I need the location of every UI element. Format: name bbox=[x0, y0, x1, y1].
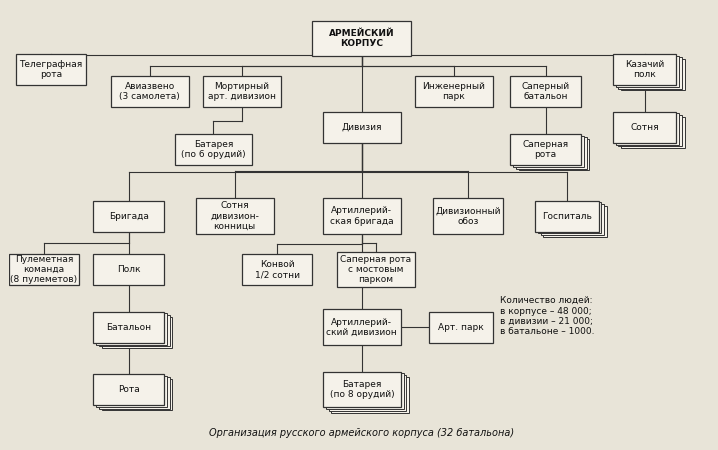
FancyBboxPatch shape bbox=[96, 314, 167, 345]
Text: Госпиталь: Госпиталь bbox=[542, 212, 592, 220]
Text: Полк: Полк bbox=[117, 265, 141, 274]
Text: Сотня: Сотня bbox=[630, 123, 659, 132]
Text: Организация русского армейского корпуса (32 батальона): Организация русского армейского корпуса … bbox=[210, 428, 514, 438]
FancyBboxPatch shape bbox=[203, 76, 281, 107]
FancyBboxPatch shape bbox=[93, 201, 164, 232]
FancyBboxPatch shape bbox=[312, 21, 411, 56]
Text: Артиллерий-
ский дивизион: Артиллерий- ский дивизион bbox=[327, 318, 397, 337]
FancyBboxPatch shape bbox=[429, 312, 493, 343]
Text: Сотня
дивизион-
конницы: Сотня дивизион- конницы bbox=[210, 201, 259, 231]
FancyBboxPatch shape bbox=[516, 137, 587, 169]
FancyBboxPatch shape bbox=[242, 254, 312, 285]
Text: Пулеметная
команда
(8 пулеметов): Пулеметная команда (8 пулеметов) bbox=[10, 255, 78, 284]
FancyBboxPatch shape bbox=[96, 376, 167, 407]
FancyBboxPatch shape bbox=[196, 198, 274, 234]
FancyBboxPatch shape bbox=[415, 76, 493, 107]
FancyBboxPatch shape bbox=[323, 112, 401, 143]
Text: Саперная
рота: Саперная рота bbox=[523, 140, 569, 159]
Text: Саперный
батальон: Саперный батальон bbox=[521, 82, 569, 101]
FancyBboxPatch shape bbox=[326, 374, 404, 409]
Text: Батарея
(по 8 орудий): Батарея (по 8 орудий) bbox=[330, 380, 394, 399]
FancyBboxPatch shape bbox=[535, 201, 599, 232]
FancyBboxPatch shape bbox=[510, 76, 581, 107]
Text: Саперная рота
с мостовым
парком: Саперная рота с мостовым парком bbox=[340, 255, 411, 284]
FancyBboxPatch shape bbox=[102, 379, 172, 410]
FancyBboxPatch shape bbox=[329, 375, 406, 411]
FancyBboxPatch shape bbox=[16, 54, 86, 85]
Text: Телеграфная
рота: Телеграфная рота bbox=[19, 60, 83, 79]
Text: Количество людей:
в корпусе – 48 000;
в дивизии – 21 000;
в батальоне – 1000.: Количество людей: в корпусе – 48 000; в … bbox=[500, 296, 595, 336]
Text: Арт. парк: Арт. парк bbox=[438, 323, 484, 332]
Text: Мортирный
арт. дивизион: Мортирный арт. дивизион bbox=[208, 82, 276, 101]
FancyBboxPatch shape bbox=[337, 252, 415, 287]
Text: Батальон: Батальон bbox=[106, 323, 151, 332]
Text: АРМЕЙСКИЙ
КОРПУС: АРМЕЙСКИЙ КОРПУС bbox=[329, 29, 395, 48]
Text: Артиллерий-
ская бригада: Артиллерий- ская бригада bbox=[330, 207, 393, 226]
FancyBboxPatch shape bbox=[541, 204, 605, 235]
FancyBboxPatch shape bbox=[323, 310, 401, 345]
FancyBboxPatch shape bbox=[612, 54, 676, 85]
FancyBboxPatch shape bbox=[111, 76, 189, 107]
FancyBboxPatch shape bbox=[432, 198, 503, 234]
FancyBboxPatch shape bbox=[618, 58, 682, 89]
FancyBboxPatch shape bbox=[618, 115, 682, 146]
FancyBboxPatch shape bbox=[93, 374, 164, 405]
FancyBboxPatch shape bbox=[538, 202, 602, 234]
Text: Конвой
1/2 сотни: Конвой 1/2 сотни bbox=[255, 260, 299, 279]
FancyBboxPatch shape bbox=[102, 317, 172, 348]
FancyBboxPatch shape bbox=[93, 254, 164, 285]
Text: Бригада: Бригада bbox=[108, 212, 149, 220]
Text: Батарея
(по 6 орудий): Батарея (по 6 орудий) bbox=[181, 140, 246, 159]
Text: Рота: Рота bbox=[118, 385, 139, 394]
Text: Казачий
полк: Казачий полк bbox=[625, 60, 664, 79]
FancyBboxPatch shape bbox=[174, 134, 252, 165]
FancyBboxPatch shape bbox=[99, 315, 169, 346]
FancyBboxPatch shape bbox=[612, 112, 676, 143]
FancyBboxPatch shape bbox=[9, 254, 79, 285]
FancyBboxPatch shape bbox=[615, 56, 679, 87]
FancyBboxPatch shape bbox=[621, 117, 685, 148]
FancyBboxPatch shape bbox=[99, 378, 169, 409]
FancyBboxPatch shape bbox=[323, 372, 401, 407]
Text: Дивизия: Дивизия bbox=[342, 123, 382, 132]
FancyBboxPatch shape bbox=[519, 139, 589, 171]
FancyBboxPatch shape bbox=[513, 135, 584, 167]
FancyBboxPatch shape bbox=[544, 206, 607, 237]
Text: Дивизионный
обоз: Дивизионный обоз bbox=[435, 207, 500, 226]
Text: Авиазвено
(3 самолета): Авиазвено (3 самолета) bbox=[119, 82, 180, 101]
FancyBboxPatch shape bbox=[621, 59, 685, 90]
FancyBboxPatch shape bbox=[93, 312, 164, 343]
FancyBboxPatch shape bbox=[323, 198, 401, 234]
FancyBboxPatch shape bbox=[615, 113, 679, 144]
FancyBboxPatch shape bbox=[510, 134, 581, 165]
FancyBboxPatch shape bbox=[332, 377, 409, 413]
Text: Инженерный
парк: Инженерный парк bbox=[422, 82, 485, 101]
